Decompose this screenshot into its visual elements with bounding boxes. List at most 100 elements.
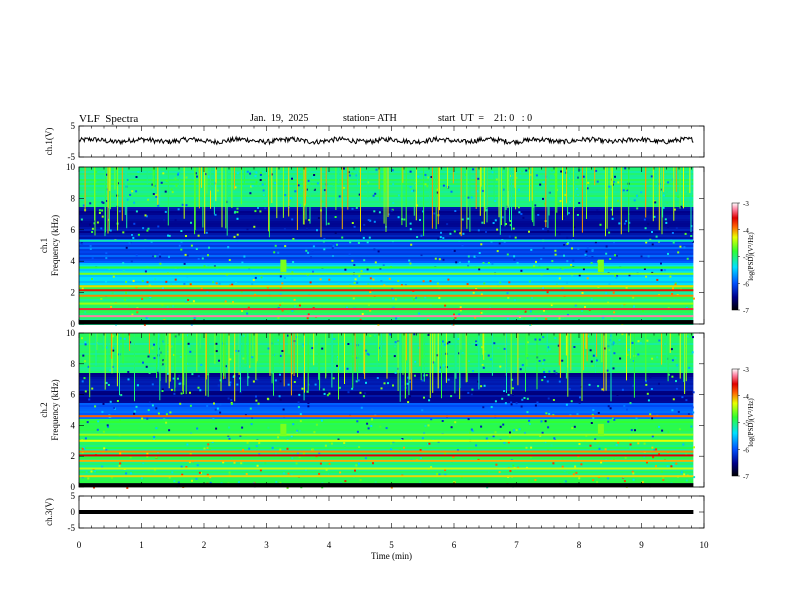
spectrogram-cell (356, 430, 359, 433)
spectrogram-cell (120, 394, 123, 397)
spectrogram-cell (498, 242, 501, 245)
spectrogram-cell (109, 369, 112, 372)
spectrogram-cell (368, 236, 371, 239)
spectrogram-cell (390, 209, 393, 212)
spectrogram-cell (338, 195, 341, 198)
spectrogram-cell (187, 342, 190, 345)
spectrogram-cell (566, 260, 569, 263)
spectrogram-cell (459, 306, 462, 309)
spectrogram-cell (595, 359, 598, 362)
spectrogram-cell (397, 279, 400, 282)
spectrogram-cell (561, 457, 564, 460)
spectrogram-row (79, 305, 694, 307)
spectrogram-cell (188, 310, 191, 313)
spectrogram-row (79, 341, 694, 343)
spectrogram-cell (125, 280, 128, 283)
spectrogram-cell (560, 170, 563, 173)
spectrogram-cell (105, 346, 108, 349)
spectrogram-cell (159, 262, 162, 265)
spectrogram-cell (392, 384, 394, 387)
spectrogram-row (79, 263, 694, 265)
spectrogram-cell (279, 380, 282, 383)
spectrogram-cell (581, 292, 584, 294)
spectrogram-row (79, 419, 694, 421)
spectrogram-row (79, 393, 694, 395)
spectrogram-cell (564, 193, 567, 196)
spectrogram-cell (604, 448, 607, 451)
spectrogram-cell (542, 368, 545, 371)
spectrogram-cell (155, 456, 158, 459)
spectrogram-cell (425, 374, 428, 377)
spectrogram-cell (520, 269, 523, 272)
spectrogram-cell (261, 183, 264, 186)
y-axis-label: Frequency (kHz) (50, 215, 60, 276)
spectrogram-cell (686, 335, 689, 338)
spectrogram-cell (286, 447, 289, 450)
spectrogram-cell (194, 172, 197, 175)
spectrogram-cell (208, 447, 211, 450)
spectrogram-cell (144, 270, 147, 273)
x-tick-label: 1 (139, 540, 144, 550)
spectrogram-row (79, 461, 694, 463)
spectrogram-cell (475, 444, 478, 447)
spectrogram-cell (467, 181, 470, 184)
spectrogram-cell (224, 378, 227, 381)
spectrogram-cell (477, 177, 480, 180)
spectrogram-cell (615, 276, 618, 279)
spectrogram-cell (489, 358, 492, 361)
colorbar-tick-label: -3 (743, 200, 749, 208)
spectrogram-cell (206, 473, 209, 476)
spectrogram-cell (654, 201, 657, 204)
spectrogram-cell (665, 221, 668, 224)
spectrogram-cell (217, 384, 220, 387)
spectrogram-cell (685, 399, 688, 402)
spectrogram-row (79, 477, 694, 479)
spectrogram-cell (240, 462, 243, 465)
spectrogram-cell (288, 199, 291, 202)
spectrogram-cell (362, 236, 365, 239)
spectrogram-cell (138, 360, 141, 363)
spectrogram-cell (451, 249, 454, 252)
spectrogram-cell (242, 334, 245, 337)
spectrogram-cell (260, 276, 263, 279)
spectrogram-cell (263, 200, 266, 203)
spectrogram-cell (566, 242, 569, 245)
spectrogram-row (79, 237, 694, 239)
spectrogram-cell (609, 407, 612, 410)
spectrogram-cell (215, 350, 218, 353)
y-axis-label: ch.2 (39, 402, 49, 417)
spectrogram-cell (499, 281, 502, 284)
spectrogram-cell (625, 286, 628, 289)
spectrogram-cell (636, 207, 639, 210)
spectrogram-cell (215, 342, 218, 345)
chart-title: VLF Spectra (79, 113, 139, 125)
spectrogram-cell (292, 184, 295, 187)
spectrogram-cell (558, 380, 561, 383)
spectrogram-cell (100, 227, 103, 230)
spectrogram-cell (347, 343, 350, 345)
spectrogram-cell (147, 198, 150, 201)
spectrogram-cell (424, 296, 427, 299)
y-tick-label: 5 (71, 491, 76, 501)
burst-mark (597, 259, 604, 273)
spectrogram-cell (81, 243, 84, 246)
spectrogram-cell (613, 242, 615, 245)
spectrogram-cell (170, 283, 173, 286)
spectrogram-cell (513, 429, 515, 432)
spectrogram-cell (146, 417, 149, 420)
spectrogram-cell (508, 435, 511, 438)
spectrogram-cell (468, 360, 470, 362)
spectrogram-cell (430, 466, 433, 469)
spectrogram-cell (515, 176, 518, 179)
spectrogram-cell (447, 278, 450, 281)
spectrogram-cell (548, 348, 551, 351)
spectrogram-cell (213, 402, 215, 405)
spectrogram-cell (252, 380, 255, 383)
spectrogram-cell (590, 360, 593, 363)
spectrogram-row (79, 353, 694, 355)
spectrogram-cell (124, 345, 126, 348)
spectrogram-cell (629, 283, 632, 285)
spectrogram-cell (651, 446, 654, 449)
spectrogram-cell (330, 442, 333, 445)
spectrogram-cell (423, 432, 426, 435)
